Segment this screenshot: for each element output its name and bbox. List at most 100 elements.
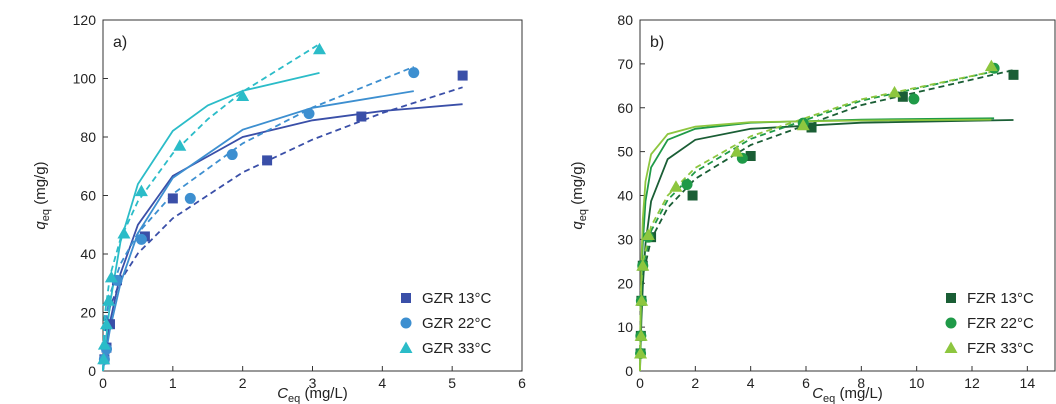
fit-curve-dashed — [639, 69, 1014, 372]
marker — [1008, 69, 1019, 80]
x-tick-label: 12 — [964, 375, 980, 391]
x-tick-label: 8 — [857, 375, 865, 391]
marker — [908, 93, 920, 105]
x-tick-label: 4 — [378, 375, 386, 391]
fit-curve — [639, 118, 992, 372]
y-tick-label: 70 — [617, 56, 633, 72]
y-tick-label: 20 — [617, 275, 633, 291]
x-tick-label: 5 — [448, 375, 456, 391]
y-label-unit: (mg/g) — [32, 161, 49, 209]
marker — [173, 139, 187, 151]
y-tick-label: 40 — [617, 188, 633, 204]
legend-marker — [945, 317, 957, 329]
x-label-unit: (mg/L) — [835, 385, 883, 402]
panel-label: b) — [650, 34, 664, 51]
panel-label: a) — [113, 34, 127, 51]
x-tick-label: 2 — [691, 375, 699, 391]
x-tick-label: 1 — [169, 375, 177, 391]
marker — [730, 145, 744, 157]
x-label-symbol: C — [277, 385, 288, 402]
y-tick-label: 80 — [80, 129, 96, 145]
y-tick-label: 30 — [617, 231, 633, 247]
x-axis-label: Ceq (mg/L) — [812, 385, 883, 404]
marker — [408, 67, 420, 79]
y-label-unit: (mg/g) — [569, 161, 586, 209]
y-tick-label: 10 — [617, 319, 633, 335]
fit-curve-dashed — [639, 70, 992, 372]
marker — [167, 193, 178, 204]
y-tick-label: 120 — [73, 12, 97, 28]
marker — [226, 149, 238, 161]
marker — [669, 180, 683, 192]
x-tick-label: 0 — [636, 375, 644, 391]
legend-marker — [400, 317, 412, 329]
x-label-sub: eq — [288, 393, 300, 404]
marker — [104, 270, 118, 283]
legend-marker — [399, 341, 413, 353]
y-tick-label: 80 — [617, 12, 633, 28]
legend-label: FZR 13°C — [967, 290, 1034, 307]
y-tick-label: 50 — [617, 144, 633, 160]
marker — [796, 118, 810, 131]
x-label-unit: (mg/L) — [300, 385, 348, 402]
x-axis-label: Ceq (mg/L) — [277, 385, 348, 404]
legend-marker — [946, 293, 956, 303]
x-tick-label: 6 — [518, 375, 526, 391]
marker — [134, 184, 148, 197]
fit-curve-dashed — [102, 86, 463, 372]
x-label-sub: eq — [823, 393, 835, 404]
marker — [236, 89, 250, 102]
marker — [634, 329, 648, 341]
marker — [303, 108, 315, 120]
y-tick-label: 60 — [80, 188, 96, 204]
fit-curve-dashed — [639, 70, 995, 372]
x-tick-label: 6 — [802, 375, 810, 391]
y-tick-label: 0 — [625, 363, 633, 379]
marker — [984, 59, 998, 72]
marker — [745, 151, 756, 162]
y-label-symbol: q — [32, 221, 49, 230]
fit-curve — [102, 72, 320, 372]
marker — [312, 42, 326, 55]
y-tick-label: 20 — [80, 305, 96, 321]
y-axis-label: qeq (mg/g) — [32, 161, 52, 229]
marker — [681, 179, 693, 191]
x-tick-label: 0 — [99, 375, 107, 391]
legend-marker — [401, 293, 411, 303]
fit-curve — [639, 119, 1014, 372]
marker — [97, 352, 111, 365]
legend-label: GZR 22°C — [422, 315, 492, 332]
x-tick-label: 2 — [239, 375, 247, 391]
fit-curve — [102, 103, 463, 372]
marker — [457, 70, 468, 81]
marker — [184, 192, 196, 204]
marker — [635, 294, 649, 306]
x-tick-label: 3 — [309, 375, 317, 391]
marker — [135, 233, 147, 245]
marker — [99, 317, 113, 330]
y-tick-label: 0 — [88, 363, 96, 379]
fit-curve-dashed — [102, 65, 415, 372]
legend-label: GZR 33°C — [422, 340, 492, 357]
marker — [97, 338, 111, 350]
marker — [806, 122, 817, 133]
x-tick-label: 10 — [909, 375, 925, 391]
marker — [356, 111, 367, 122]
marker — [102, 294, 116, 306]
y-tick-label: 60 — [617, 100, 633, 116]
x-tick-label: 14 — [1020, 375, 1036, 391]
marker — [636, 259, 650, 271]
marker — [687, 190, 698, 201]
marker — [888, 85, 902, 98]
marker — [897, 91, 908, 102]
x-tick-label: 4 — [747, 375, 755, 391]
y-tick-label: 40 — [80, 246, 96, 262]
marker — [641, 228, 655, 240]
fit-curve-dashed — [102, 43, 320, 372]
legend-label: GZR 13°C — [422, 290, 492, 307]
y-axis-label: qeq (mg/g) — [569, 161, 589, 229]
y-label-sub: eq — [577, 209, 589, 221]
y-label-sub: eq — [40, 209, 52, 221]
